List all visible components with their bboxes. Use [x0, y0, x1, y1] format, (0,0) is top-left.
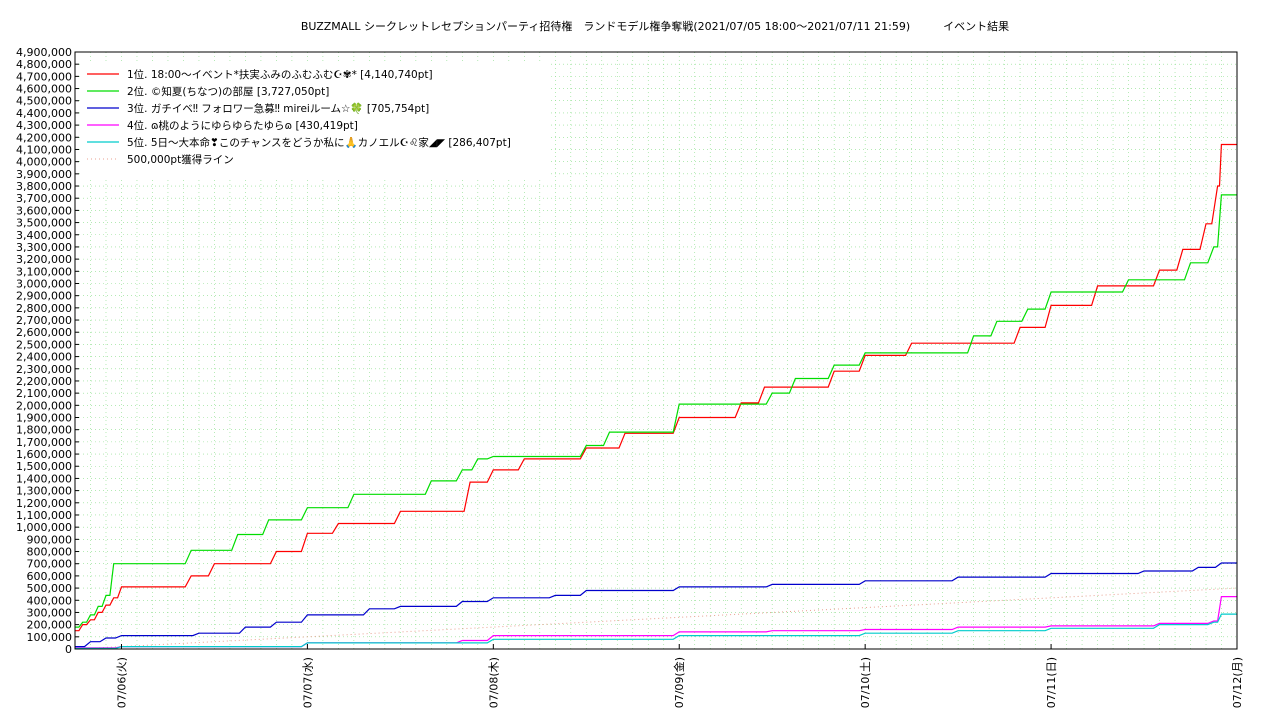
y-tick-label: 4,600,000	[16, 83, 72, 96]
series-line-5	[75, 613, 1237, 649]
y-tick-label: 3,300,000	[16, 241, 72, 254]
y-tick-label: 600,000	[27, 570, 73, 583]
y-tick-label: 4,300,000	[16, 119, 72, 132]
x-tick-label: 07/09(金)	[672, 657, 686, 708]
y-tick-label: 2,600,000	[16, 326, 72, 339]
y-tick-label: 1,400,000	[16, 472, 72, 485]
series-line-3	[75, 562, 1237, 648]
x-tick-label: 07/12(月)	[1231, 657, 1244, 708]
series-line-2	[75, 194, 1237, 628]
chart-grid	[74, 51, 1238, 649]
y-tick-label: 2,100,000	[16, 387, 72, 400]
y-tick-label: 3,500,000	[16, 217, 72, 230]
y-tick-label: 1,700,000	[16, 436, 72, 449]
series-line-4	[75, 596, 1237, 649]
legend-label: 5位. 5日〜大本命❣このチャンスをどうか私に🙏カノエル☪♌家◢◤ [286,4…	[127, 136, 511, 149]
y-tick-label: 4,100,000	[16, 143, 72, 156]
x-tick-label: 07/08(木)	[487, 657, 500, 708]
y-tick-label: 3,200,000	[16, 253, 72, 266]
series-layer	[75, 143, 1237, 649]
chart-title: BUZZMALL シークレットレセプションパーティ招待権 ランドモデル権争奪戦(…	[301, 19, 1009, 33]
y-tick-label: 2,200,000	[16, 375, 72, 388]
x-axis: 07/06(火) 07/07(水) 07/08(木) 07/09(金) 07/10(土)…	[115, 644, 1244, 708]
y-tick-label: 2,500,000	[16, 338, 72, 351]
y-tick-label: 4,200,000	[16, 131, 72, 144]
y-tick-label: 500,000	[27, 582, 73, 595]
y-tick-label: 4,400,000	[16, 107, 72, 120]
y-tick-label: 1,900,000	[16, 412, 72, 425]
y-tick-label: 200,000	[27, 619, 73, 632]
legend-box	[80, 63, 548, 177]
legend-label: 500,000pt獲得ライン	[127, 153, 234, 166]
y-tick-label: 800,000	[27, 546, 73, 559]
y-tick-label: 4,800,000	[16, 58, 72, 71]
y-tick-label: 4,900,000	[16, 46, 72, 59]
y-tick-label: 1,200,000	[16, 497, 72, 510]
y-tick-label: 1,600,000	[16, 448, 72, 461]
y-tick-label: 300,000	[27, 606, 73, 619]
legend-label: 3位. ガチイベ‼ フォロワー急募‼ mireiルーム☆🍀 [705,754pt…	[127, 102, 429, 115]
x-tick-label: 07/10(土)	[859, 657, 872, 708]
y-tick-label: 1,800,000	[16, 424, 72, 437]
y-tick-label: 2,800,000	[16, 302, 72, 315]
x-tick-label: 07/06(火)	[115, 657, 128, 708]
y-tick-label: 3,700,000	[16, 192, 72, 205]
y-tick-label: 900,000	[27, 533, 73, 546]
y-tick-label: 3,800,000	[16, 180, 72, 193]
legend: 1位. 18:00〜イベント*扶実ふみのふむふむ☪✾* [4,140,740pt…	[87, 68, 511, 166]
y-tick-label: 400,000	[27, 594, 73, 607]
y-axis: 0100,000200,000300,000400,000500,000600,…	[16, 46, 79, 656]
y-tick-label: 3,900,000	[16, 168, 72, 181]
x-tick-label: 07/11(日)	[1045, 657, 1058, 708]
y-tick-label: 1,000,000	[16, 521, 72, 534]
y-tick-label: 0	[65, 643, 72, 656]
y-tick-label: 4,500,000	[16, 95, 72, 108]
y-tick-label: 4,700,000	[16, 70, 72, 83]
y-tick-label: 1,100,000	[16, 509, 72, 522]
y-tick-label: 2,400,000	[16, 351, 72, 364]
plot-frame	[74, 51, 1238, 650]
y-tick-label: 3,400,000	[16, 229, 72, 242]
legend-label: 4位. ɷ桃のようにゆらゆらたゆらɷ [430,419pt]	[127, 119, 358, 132]
y-tick-label: 2,700,000	[16, 314, 72, 327]
y-tick-label: 1,500,000	[16, 460, 72, 473]
y-tick-label: 1,300,000	[16, 485, 72, 498]
y-tick-label: 2,300,000	[16, 363, 72, 376]
y-tick-label: 700,000	[27, 558, 73, 571]
y-tick-label: 3,100,000	[16, 265, 72, 278]
y-tick-label: 100,000	[27, 631, 73, 644]
y-tick-label: 2,900,000	[16, 290, 72, 303]
x-tick-label: 07/07(水)	[301, 657, 314, 708]
y-tick-label: 2,000,000	[16, 399, 72, 412]
legend-label: 2位. ©知夏(ちなつ)の部屋 [3,727,050pt]	[127, 85, 329, 98]
y-tick-label: 4,000,000	[16, 156, 72, 169]
series-line-1	[75, 143, 1237, 632]
legend-label: 1位. 18:00〜イベント*扶実ふみのふむふむ☪✾* [4,140,740pt…	[127, 68, 433, 81]
y-tick-label: 3,600,000	[16, 204, 72, 217]
y-tick-label: 3,000,000	[16, 277, 72, 290]
